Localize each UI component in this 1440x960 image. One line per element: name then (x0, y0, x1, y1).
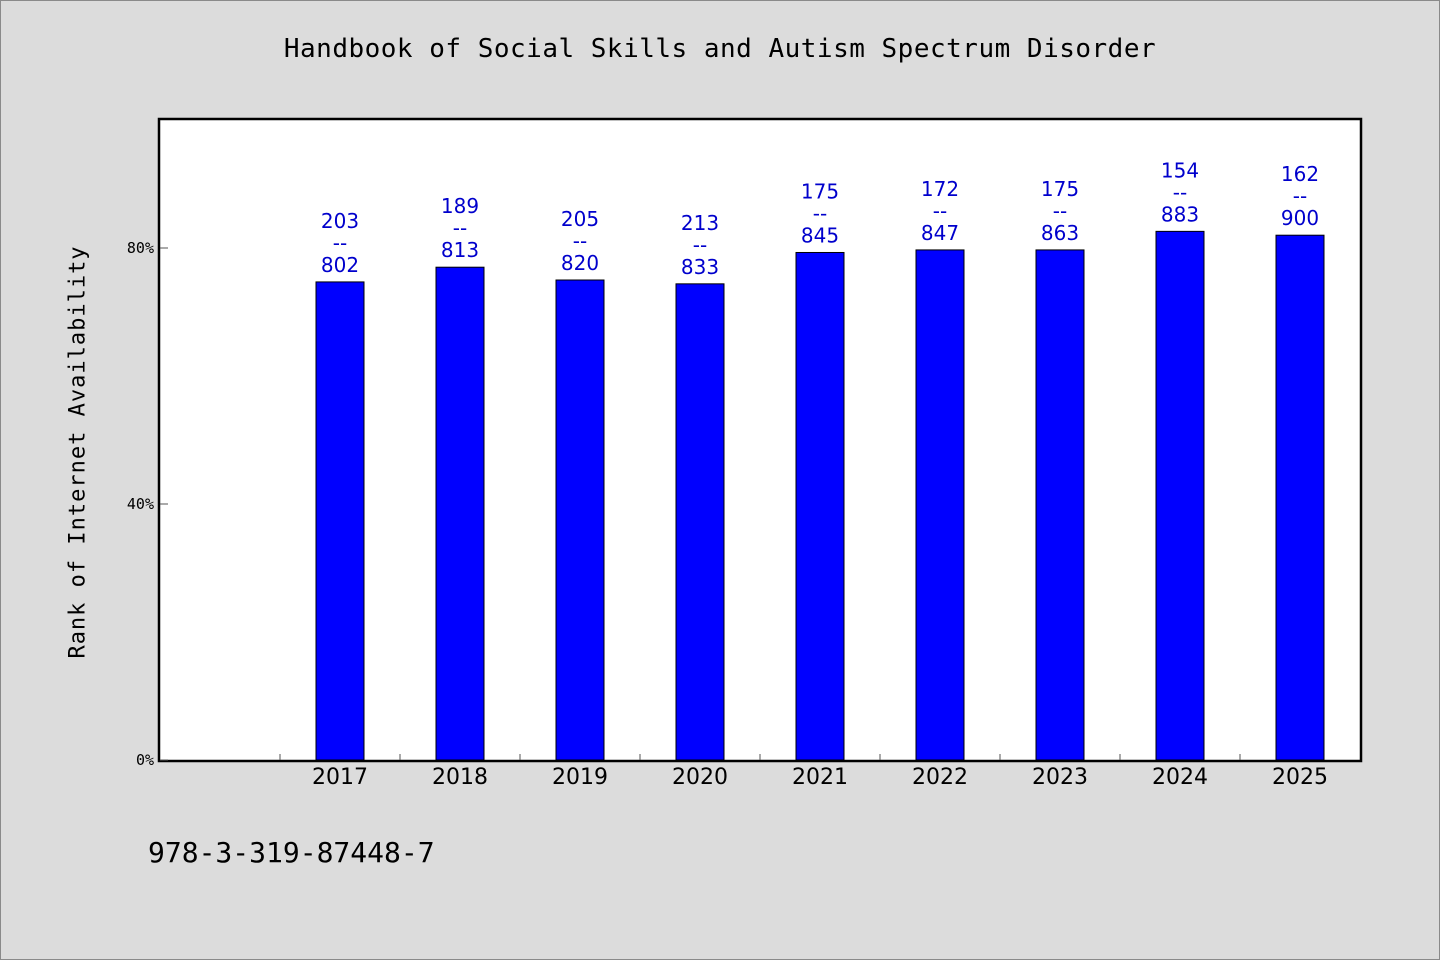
data-label-total: 833 (681, 255, 719, 279)
y-tick-label: 80% (127, 239, 154, 257)
bar-2022 (915, 249, 965, 761)
bar-2021 (795, 251, 845, 761)
isbn-footer: 978-3-319-87448-7 (148, 836, 435, 869)
chart-title: Handbook of Social Skills and Autism Spe… (283, 34, 1157, 64)
bar-2025 (1275, 234, 1325, 761)
x-tick-label: 2024 (1152, 765, 1208, 790)
bar-2024 (1155, 230, 1205, 761)
data-label-total: 813 (441, 238, 479, 262)
data-label-rank: 175 (801, 179, 839, 203)
data-label-separator: -- (573, 229, 587, 253)
x-axis: 2017 2018 2019 2020 2021 2022 2023 2024 2025 (279, 754, 1328, 790)
data-label-rank: 203 (321, 209, 359, 233)
x-tick-label: 2023 (1032, 765, 1088, 790)
data-label-total: 883 (1161, 202, 1199, 226)
bar-2020 (675, 283, 725, 761)
data-label-total: 847 (921, 221, 959, 245)
bar-2019 (555, 279, 605, 761)
y-tick-label: 40% (127, 495, 154, 513)
y-axis: 0% 40% 80% (127, 239, 168, 769)
y-tick-label: 0% (136, 751, 154, 769)
x-tick-label: 2021 (792, 765, 848, 790)
data-label-total: 802 (321, 253, 359, 277)
x-tick-label: 2025 (1272, 765, 1328, 790)
x-tick-label: 2022 (912, 765, 968, 790)
data-label-separator: -- (1293, 184, 1307, 208)
bar-2023 (1035, 249, 1085, 761)
data-label-separator: -- (813, 201, 827, 225)
data-label-rank: 154 (1161, 158, 1199, 182)
bars (315, 230, 1325, 761)
data-label-rank: 175 (1041, 177, 1079, 201)
data-label-rank: 162 (1281, 162, 1319, 186)
data-label-total: 900 (1281, 206, 1319, 230)
data-labels: 203--802189--813205--820213--833175--845… (321, 158, 1319, 278)
x-tick-label: 2019 (552, 765, 608, 790)
data-label-rank: 213 (681, 211, 719, 235)
data-label-separator: -- (933, 199, 947, 223)
data-label-rank: 172 (921, 177, 959, 201)
bar-2017 (315, 281, 365, 761)
data-label-rank: 189 (441, 194, 479, 218)
data-label-separator: -- (1053, 199, 1067, 223)
bar-2018 (435, 266, 485, 761)
data-label-separator: -- (453, 216, 467, 240)
data-label-total: 820 (561, 251, 599, 275)
x-tick-label: 2017 (312, 765, 368, 790)
data-label-separator: -- (693, 233, 707, 257)
x-tick-label: 2020 (672, 765, 728, 790)
data-label-separator: -- (333, 231, 347, 255)
data-label-total: 845 (801, 223, 839, 247)
data-label-separator: -- (1173, 180, 1187, 204)
data-label-total: 863 (1041, 221, 1079, 245)
data-label-rank: 205 (561, 207, 599, 231)
x-tick-label: 2018 (432, 765, 488, 790)
